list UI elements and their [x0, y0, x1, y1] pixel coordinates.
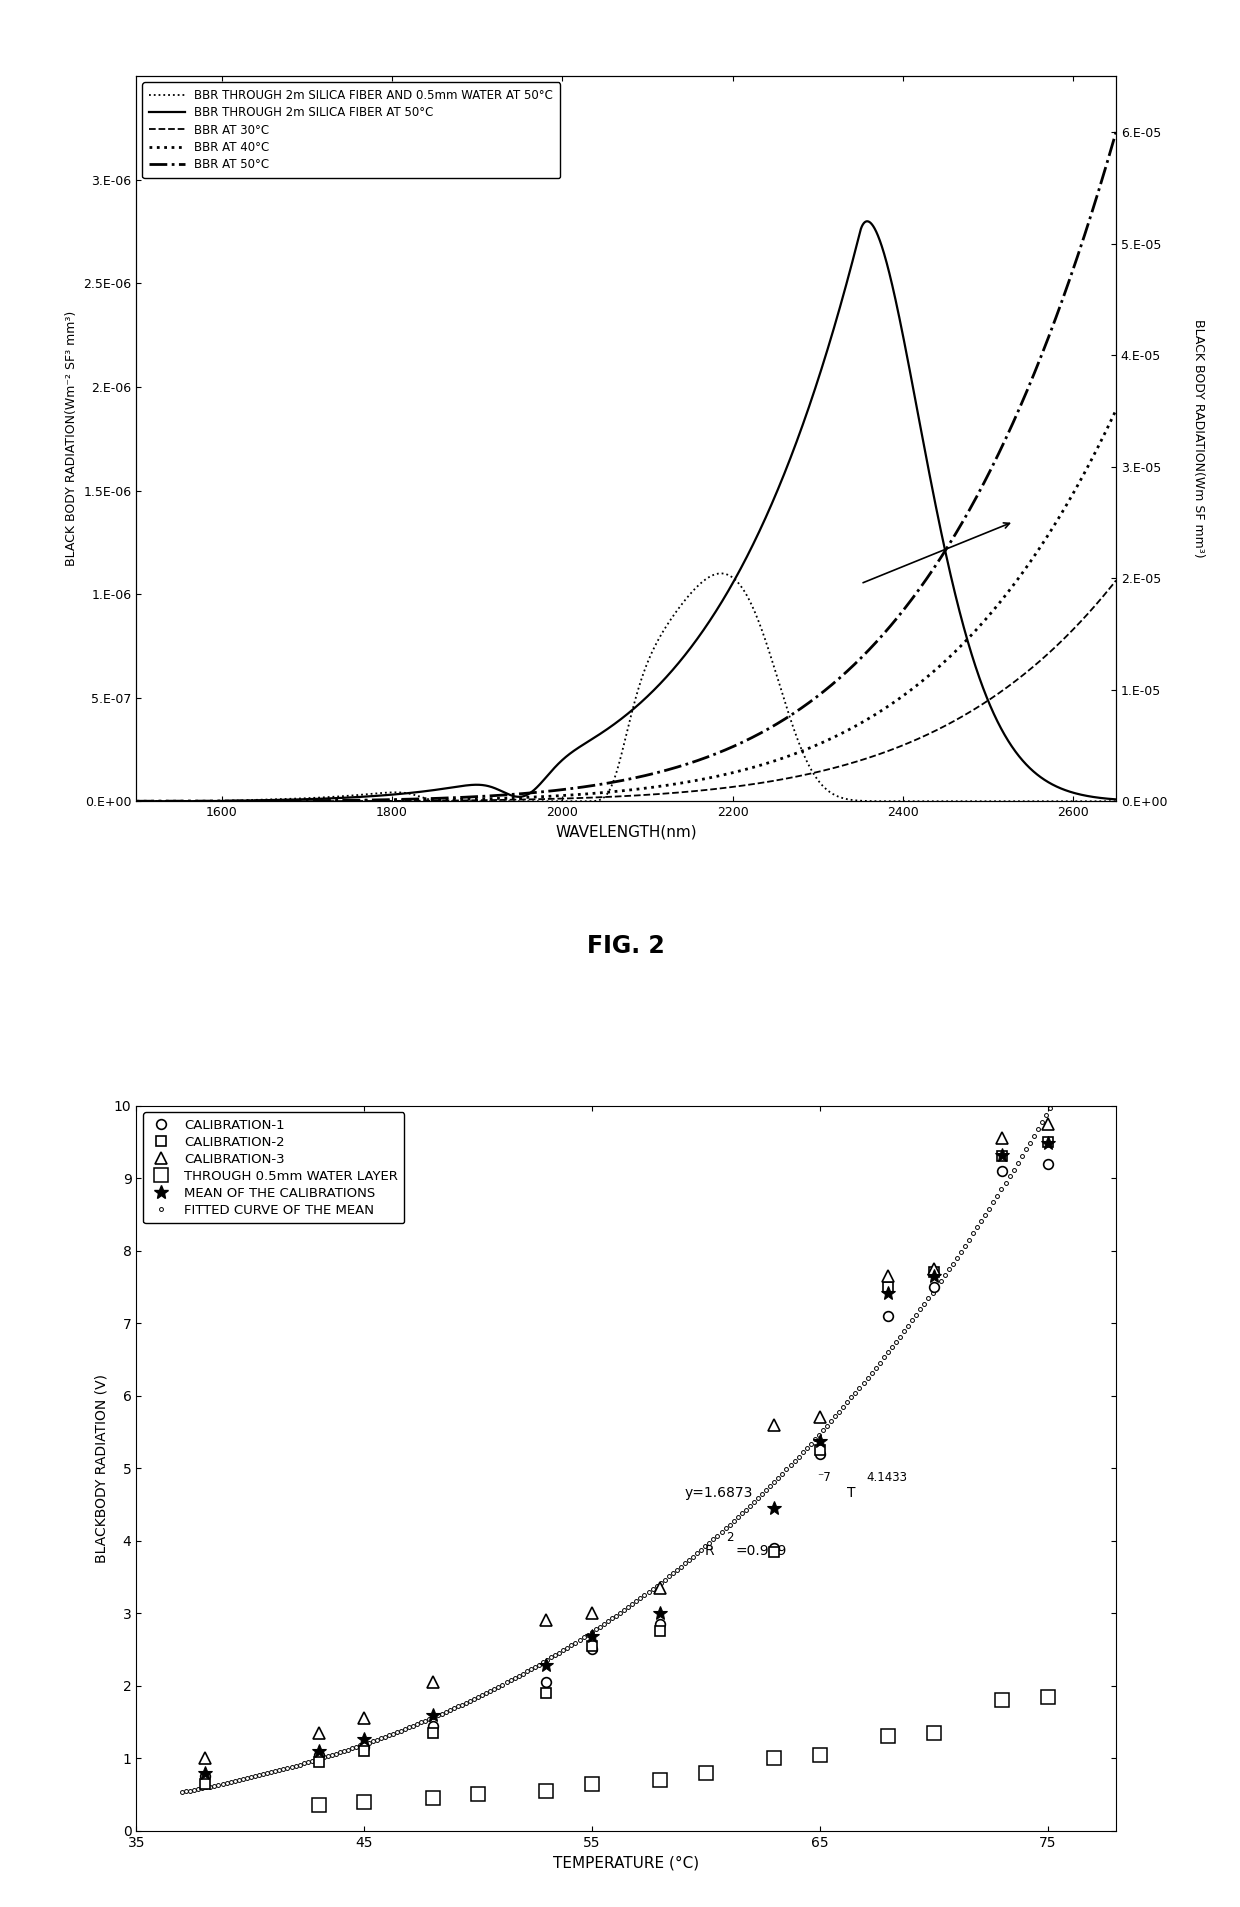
Text: 2: 2	[727, 1531, 734, 1545]
Text: =0.999: =0.999	[735, 1545, 787, 1558]
Y-axis label: BLACK BODY RADIATION(Wm SF mm³): BLACK BODY RADIATION(Wm SF mm³)	[1193, 320, 1205, 559]
Text: T: T	[847, 1486, 856, 1501]
Text: y=1.6873: y=1.6873	[684, 1486, 754, 1501]
Legend: BBR THROUGH 2m SILICA FIBER AND 0.5mm WATER AT 50°C, BBR THROUGH 2m SILICA FIBER: BBR THROUGH 2m SILICA FIBER AND 0.5mm WA…	[143, 82, 560, 177]
Text: 4.1433: 4.1433	[867, 1472, 908, 1484]
Text: FIG. 2: FIG. 2	[588, 934, 665, 957]
Text: R: R	[704, 1545, 714, 1558]
Y-axis label: BLACKBODY RADIATION (V): BLACKBODY RADIATION (V)	[94, 1373, 108, 1562]
Text: ⁻7: ⁻7	[817, 1472, 831, 1484]
X-axis label: WAVELENGTH(nm): WAVELENGTH(nm)	[556, 824, 697, 839]
Y-axis label: BLACK BODY RADIATION(Wm⁻² SF³ mm³): BLACK BODY RADIATION(Wm⁻² SF³ mm³)	[64, 311, 78, 566]
Legend: CALIBRATION-1, CALIBRATION-2, CALIBRATION-3, THROUGH 0.5mm WATER LAYER, MEAN OF : CALIBRATION-1, CALIBRATION-2, CALIBRATIO…	[143, 1112, 404, 1222]
X-axis label: TEMPERATURE (°C): TEMPERATURE (°C)	[553, 1856, 699, 1871]
